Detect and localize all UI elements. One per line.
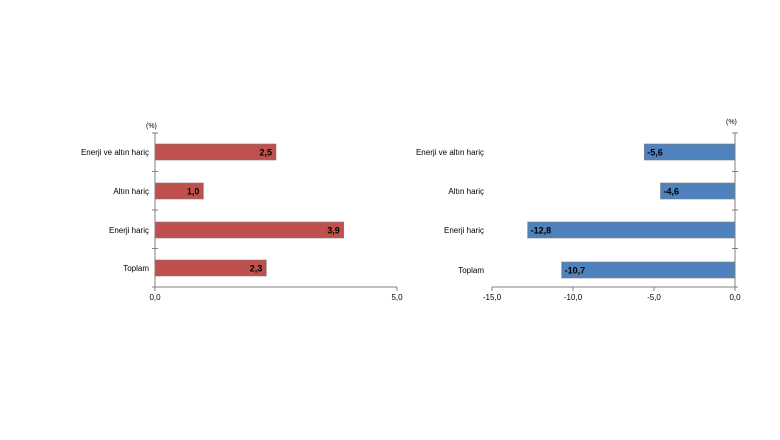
right-category-label-1: Altın hariç [448, 187, 484, 196]
right-value-label-0: -5,6 [647, 148, 663, 158]
right-value-label-1: -4,6 [663, 187, 679, 197]
left-x-tick-label-0: 0,0 [149, 293, 161, 302]
right-category-label-0: Enerji ve altın hariç [416, 148, 484, 157]
right-x-tick-label-0: -15,0 [483, 293, 502, 302]
right-x-tick-label-2: -5,0 [647, 293, 661, 302]
right-value-label-3: -10,7 [565, 266, 586, 276]
left-category-label-2: Enerji hariç [109, 226, 149, 235]
right-bar-3 [561, 261, 736, 279]
left-value-label-1: 1,0 [187, 187, 200, 197]
right-unit-label: (%) [726, 119, 737, 126]
left-value-label-3: 2,3 [250, 264, 263, 274]
left-x-tick-label-1: 5,0 [391, 293, 403, 302]
right-x-tick-label-3: 0,0 [729, 293, 741, 302]
right-bar-2 [527, 221, 736, 239]
left-category-label-3: Toplam [123, 264, 149, 273]
left-category-label-1: Altın hariç [113, 187, 149, 196]
right-x-tick-label-1: -10,0 [564, 293, 583, 302]
left-value-label-0: 2,5 [259, 148, 272, 158]
left-unit-label: (%) [146, 123, 157, 130]
right-category-label-2: Enerji hariç [444, 226, 484, 235]
left-value-label-2: 3,9 [327, 226, 340, 236]
left-category-label-0: Enerji ve altın hariç [81, 148, 149, 157]
right-category-label-3: Toplam [458, 266, 484, 275]
right-value-label-2: -12,8 [531, 226, 552, 236]
